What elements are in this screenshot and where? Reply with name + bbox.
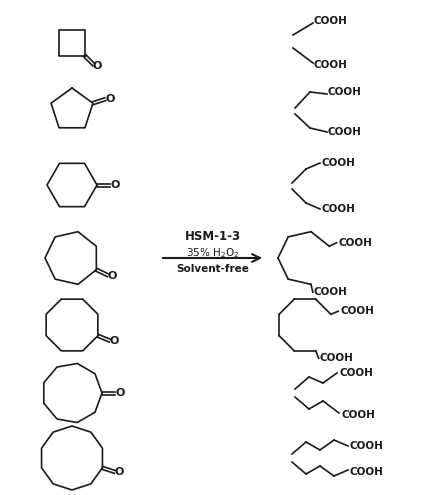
Text: HSM-1-3: HSM-1-3 bbox=[185, 230, 241, 243]
Text: COOH: COOH bbox=[322, 158, 356, 168]
Text: COOH: COOH bbox=[350, 441, 384, 451]
Text: COOH: COOH bbox=[341, 410, 375, 420]
Text: COOH: COOH bbox=[328, 127, 362, 137]
Text: COOH: COOH bbox=[319, 353, 353, 363]
Text: O: O bbox=[93, 60, 102, 71]
Text: COOH: COOH bbox=[350, 467, 384, 477]
Text: COOH: COOH bbox=[313, 287, 347, 297]
Text: COOH: COOH bbox=[314, 60, 348, 70]
Text: COOH: COOH bbox=[322, 204, 356, 214]
Text: COOH: COOH bbox=[338, 238, 372, 248]
Text: COOH: COOH bbox=[314, 16, 348, 26]
Text: O: O bbox=[105, 94, 115, 104]
Text: COOH: COOH bbox=[340, 306, 374, 316]
Text: O: O bbox=[115, 388, 125, 398]
Text: 35% H$_2$O$_2$: 35% H$_2$O$_2$ bbox=[186, 246, 240, 260]
Text: Solvent-free: Solvent-free bbox=[177, 264, 249, 274]
Text: O: O bbox=[108, 271, 117, 281]
Text: COOH: COOH bbox=[328, 87, 362, 97]
Text: O: O bbox=[115, 467, 124, 477]
Text: COOH: COOH bbox=[339, 368, 373, 378]
Text: O: O bbox=[111, 180, 120, 190]
Text: O: O bbox=[110, 336, 119, 346]
